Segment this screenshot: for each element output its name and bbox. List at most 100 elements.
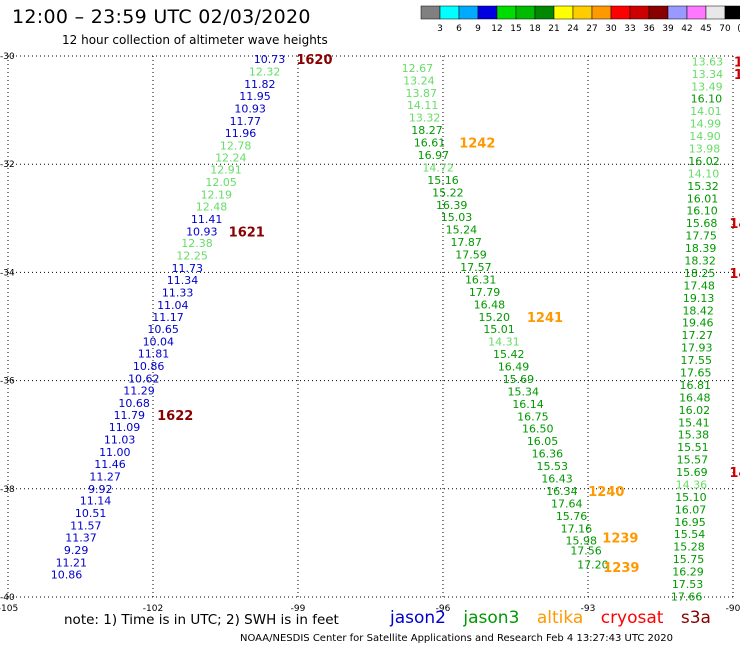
wave-height-label: 16.81 [680, 379, 712, 392]
wave-height-label: 13.34 [692, 68, 724, 81]
wave-height-label: 17.53 [672, 578, 704, 591]
pass-time-label: 1622 [157, 409, 193, 424]
colorbar-tick-label: 6 [456, 24, 462, 34]
wave-height-label: 10.51 [75, 507, 107, 520]
legend-s3a: s3a [680, 608, 711, 628]
wave-height-label: 11.03 [104, 434, 136, 447]
chart-subtitle: 12 hour collection of altimeter wave hei… [62, 33, 328, 47]
wave-height-label: 16.07 [675, 503, 707, 516]
pass-time-label: 140 [734, 68, 740, 83]
pass-time-label: 1242 [459, 137, 495, 152]
wave-height-label: 12.19 [201, 188, 233, 201]
wave-height-label: 12.67 [402, 62, 434, 75]
wave-height-label: 14.01 [690, 105, 722, 118]
wave-height-label: 11.46 [94, 458, 126, 471]
wave-height-label: 15.57 [677, 454, 709, 467]
wave-height-label: 14.10 [688, 167, 720, 180]
wave-height-label: 11.29 [123, 384, 155, 397]
wave-height-label: 12.78 [220, 139, 252, 152]
y-tick-label: -34 [0, 268, 15, 278]
wave-height-label: 10.62 [128, 372, 160, 385]
colorbar-tick-label: 21 [548, 24, 559, 34]
y-tick-label: -38 [0, 485, 15, 495]
wave-height-label: 15.68 [686, 217, 718, 230]
wave-height-label: 18.25 [684, 267, 716, 280]
wave-height-label: 16.02 [688, 155, 720, 168]
y-tick-label: -30 [0, 52, 15, 62]
wave-height-label: 11.57 [70, 520, 102, 533]
colorbar-tick-label: 12 [491, 24, 502, 34]
wave-height-label: 13.49 [691, 80, 723, 93]
legend-cryosat: cryosat [600, 608, 664, 628]
pass-time-label: 1239 [603, 561, 639, 576]
wave-height-label: 15.42 [493, 348, 525, 361]
wave-height-label: 15.98 [565, 535, 597, 548]
wave-height-label: 9.29 [64, 544, 89, 557]
wave-height-label: 17.57 [460, 261, 492, 274]
wave-height-label: 13.87 [406, 87, 438, 100]
wave-height-label: 17.79 [469, 286, 501, 299]
wave-height-label: 12.48 [196, 200, 228, 213]
wave-height-label: 11.17 [152, 311, 184, 324]
wave-height-label: 16.48 [474, 298, 506, 311]
wave-height-label: 16.49 [498, 361, 530, 374]
x-tick-label: -105 [0, 604, 18, 614]
wave-height-label: 11.37 [65, 531, 97, 544]
colorbar-tick-label: 39 [662, 24, 674, 34]
wave-height-label: 16.31 [465, 273, 497, 286]
wave-height-label: 17.55 [681, 354, 713, 367]
legend-jason3: jason3 [463, 608, 520, 628]
wave-height-label: 11.95 [239, 90, 271, 103]
wave-height-label: 16.48 [679, 391, 711, 404]
wave-height-label: 15.24 [446, 224, 478, 237]
wave-height-label: 16.97 [418, 149, 450, 162]
wave-height-label: 15.34 [507, 385, 539, 398]
colorbar-tick-label: 24 [567, 24, 579, 34]
wave-height-label: 14.31 [488, 336, 520, 349]
wave-height-label: 11.04 [157, 299, 189, 312]
colorbar-tick-label: 70 [719, 24, 731, 34]
wave-height-label: 17.66 [671, 590, 703, 603]
wave-height-label: 17.75 [685, 230, 717, 243]
wave-height-label: 16.50 [522, 423, 554, 436]
pass-time-label: 1240 [588, 485, 624, 500]
wave-height-label: 11.41 [191, 213, 223, 226]
colorbar-tick-label: 30 [605, 24, 617, 34]
wave-height-label: 15.75 [673, 553, 705, 566]
wave-height-label: 11.79 [114, 409, 146, 422]
wave-height-label: 16.14 [512, 398, 544, 411]
colorbar-swatch [724, 5, 740, 20]
wave-height-label: 12.25 [176, 250, 208, 263]
wave-height-label: 15.22 [432, 186, 464, 199]
wave-height-label: 17.20 [577, 559, 609, 572]
plot-area: 10.7312.3211.8211.9510.9311.7711.9612.78… [0, 52, 740, 614]
wave-height-label: 10.86 [51, 568, 83, 581]
x-tick-label: -102 [143, 604, 163, 614]
y-tick-label: -32 [0, 160, 15, 170]
wave-height-label: 15.32 [687, 180, 719, 193]
wave-height-label: 15.54 [674, 528, 706, 541]
wave-height-label: 19.13 [683, 292, 715, 305]
wave-height-label: 16.43 [541, 473, 573, 486]
wave-height-label: 15.10 [675, 491, 707, 504]
wave-height-label: 16.36 [532, 448, 564, 461]
wave-height-label: 18.27 [411, 124, 443, 137]
wave-height-label: 18.39 [685, 242, 717, 255]
wave-height-label: 14.36 [676, 478, 708, 491]
wave-height-label: 12.38 [181, 237, 213, 250]
wave-height-label: 14.90 [689, 130, 721, 143]
y-tick-label: -40 [0, 593, 15, 603]
wave-height-label: 16.10 [686, 205, 718, 218]
pass-time-label: 1409 [729, 267, 740, 282]
wave-height-label: 12.91 [210, 164, 242, 177]
pass-time-label: 1241 [527, 311, 563, 326]
wave-height-label: 16.95 [674, 516, 706, 529]
wave-height-label: 10.04 [143, 336, 175, 349]
footer-note: note: 1) Time is in UTC; 2) SWH is in fe… [64, 612, 339, 628]
pass-time-label: 1621 [229, 225, 265, 240]
wave-height-label: 11.34 [167, 274, 199, 287]
wave-height-label: 10.86 [133, 360, 165, 373]
colorbar-tick-label: (ft) [737, 24, 740, 34]
